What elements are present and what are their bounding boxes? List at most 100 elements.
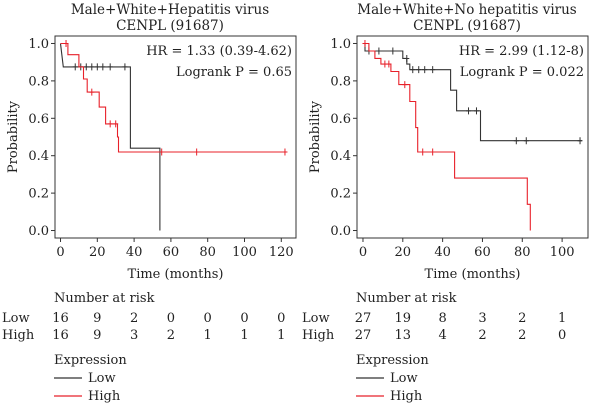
x-tick-label: 100 (550, 245, 575, 260)
x-tick-label: 60 (163, 245, 180, 260)
risk-count: 9 (93, 328, 101, 343)
logrank-label: Logrank P = 0.022 (460, 65, 584, 80)
chart-title: Male+White+No hepatitis virus (357, 2, 577, 18)
censor-mark (420, 148, 426, 156)
censor-mark (402, 81, 408, 89)
censor-mark (404, 54, 410, 62)
legend-title: Expression (356, 353, 429, 368)
censor-mark (386, 60, 392, 68)
risk-count: 19 (395, 311, 412, 326)
legend-label-high: High (390, 389, 423, 404)
risk-row-label: High (302, 328, 335, 343)
risk-count: 13 (395, 328, 412, 343)
y-tick-label: 0.4 (330, 149, 351, 164)
risk-count: 2 (130, 311, 138, 326)
y-tick-label: 1.0 (28, 37, 49, 52)
censor-mark (513, 137, 519, 145)
risk-row-label: Low (302, 311, 330, 326)
y-tick-label: 0.6 (330, 112, 351, 127)
x-tick-label: 40 (126, 245, 143, 260)
x-tick-label: 0 (56, 245, 64, 260)
y-tick-label: 0.8 (330, 74, 351, 89)
censor-mark (523, 137, 529, 145)
x-tick-label: 120 (269, 245, 294, 260)
y-tick-label: 0.2 (28, 187, 49, 202)
risk-count: 9 (93, 311, 101, 326)
risk-count: 3 (478, 311, 486, 326)
chart-subtitle: CENPL (91687) (116, 18, 224, 34)
risk-count: 0 (240, 311, 248, 326)
y-tick-label: 0.0 (28, 224, 49, 239)
risk-count: 2 (167, 328, 175, 343)
x-tick-label: 20 (89, 245, 106, 260)
logrank-label: Logrank P = 0.65 (176, 65, 292, 80)
censor-mark (410, 66, 416, 74)
censor-mark (83, 63, 89, 71)
x-tick-label: 0 (359, 245, 367, 260)
risk-table-title: Number at risk (356, 291, 457, 306)
legend-label-low: Low (88, 371, 116, 386)
censor-mark (430, 148, 436, 156)
legend-title: Expression (54, 353, 127, 368)
censor-mark (72, 63, 78, 71)
x-tick-label: 80 (199, 245, 216, 260)
legend: Expression Low High (356, 353, 429, 404)
y-tick-label: 0.8 (28, 74, 49, 89)
censor-mark (89, 63, 95, 71)
censor-mark (473, 107, 479, 115)
survival-curve-high (363, 42, 531, 231)
legend-label-high: High (88, 389, 121, 404)
risk-count: 2 (518, 328, 526, 343)
risk-row-label: High (2, 328, 35, 343)
x-tick-label: 60 (474, 245, 491, 260)
hazard-ratio-label: HR = 2.99 (1.12-8) (459, 44, 584, 59)
x-axis-label: Time (months) (425, 267, 521, 282)
risk-count: 0 (277, 311, 285, 326)
x-tick-label: 40 (434, 245, 451, 260)
risk-count: 2 (518, 311, 526, 326)
chart-title: Male+White+Hepatitis virus (71, 2, 269, 18)
x-tick-label: 20 (395, 245, 412, 260)
x-axis-label: Time (months) (128, 267, 224, 282)
legend: Expression Low High (54, 353, 127, 404)
chart-subtitle: CENPL (91687) (413, 18, 521, 34)
risk-count: 4 (438, 328, 446, 343)
risk-table-title: Number at risk (54, 291, 155, 306)
y-tick-label: 0.2 (330, 187, 351, 202)
plot-frame (356, 35, 589, 239)
censor-mark (63, 39, 69, 47)
legend-label-low: Low (390, 371, 418, 386)
censor-mark (100, 63, 106, 71)
censor-mark (416, 66, 422, 74)
censor-mark (282, 148, 288, 156)
censor-mark (159, 148, 165, 156)
censor-mark (430, 66, 436, 74)
y-tick-label: 0.0 (330, 224, 351, 239)
risk-count: 1 (558, 311, 566, 326)
risk-count: 0 (558, 328, 566, 343)
x-tick-label: 80 (514, 245, 531, 260)
risk-count: 16 (52, 328, 69, 343)
censor-mark (113, 120, 119, 128)
censor-mark (194, 148, 200, 156)
censor-mark (122, 63, 128, 71)
y-axis-label: Probability (308, 100, 323, 173)
risk-count: 2 (478, 328, 486, 343)
risk-row-label: Low (2, 311, 30, 326)
censor-mark (422, 66, 428, 74)
censor-mark (107, 63, 113, 71)
censor-mark (577, 137, 583, 145)
censor-mark (390, 47, 396, 55)
censor-mark (376, 47, 382, 55)
risk-count: 1 (277, 328, 285, 343)
risk-count: 1 (204, 328, 212, 343)
y-axis-label: Probability (6, 100, 21, 173)
y-tick-label: 0.4 (28, 149, 49, 164)
risk-count: 3 (130, 328, 138, 343)
risk-count: 1 (240, 328, 248, 343)
risk-count: 27 (355, 328, 372, 343)
risk-count: 0 (204, 311, 212, 326)
